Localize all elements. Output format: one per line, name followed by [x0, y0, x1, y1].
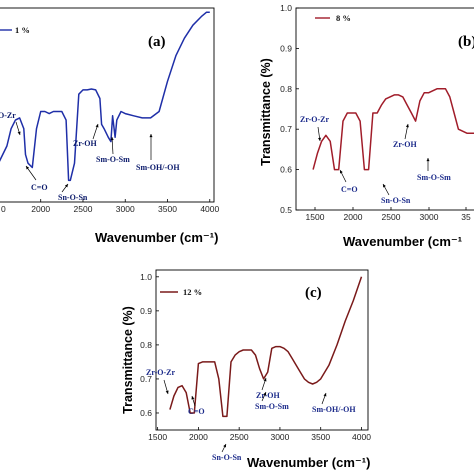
- y-tick-label: 1.0: [140, 272, 152, 282]
- annotation-arrowhead: [405, 124, 409, 128]
- peak-annotation: C=O: [341, 185, 358, 194]
- spectrum-line: [169, 276, 363, 418]
- x-tick-label: 2000: [31, 204, 50, 214]
- panel-letter: (b): [458, 34, 474, 50]
- legend-label: 8 %: [336, 13, 351, 23]
- x-tick-label: 3500: [311, 432, 330, 442]
- plot-frame: [155, 269, 369, 431]
- y-tick-label: 0.9: [280, 43, 292, 53]
- x-tick-label: 2500: [74, 204, 93, 214]
- peak-annotation: Sm-O-Sm: [96, 155, 130, 164]
- annotation-arrowhead: [383, 184, 386, 188]
- y-tick-label: 1.0: [280, 3, 292, 13]
- y-tick-label: 0.9: [140, 306, 152, 316]
- peak-annotation: C=O: [188, 407, 205, 416]
- annotation-arrowhead: [165, 390, 169, 394]
- panel-letter: (c): [305, 285, 322, 301]
- peak-annotation: Sn-O-Sn: [381, 196, 411, 205]
- legend: 8 %: [315, 13, 351, 23]
- annotation-arrowhead: [318, 137, 322, 141]
- peak-annotation: Zr-O-Zr: [300, 115, 329, 124]
- annotation-arrowhead: [17, 131, 21, 135]
- y-tick-label: 0.6: [280, 165, 292, 175]
- annotation-arrowhead: [110, 137, 114, 141]
- annotation-arrowhead: [95, 124, 99, 128]
- y-tick-label: 0.7: [280, 124, 292, 134]
- plot-frame: [295, 7, 474, 211]
- y-tick-label: 0.7: [140, 374, 152, 384]
- chart-panel-2: 1500 2000 2500 3000 35 0.5 0.6 0.7 0.8 0.9 1.0 Wave…: [259, 3, 474, 249]
- peak-annotation: Zr-O-Zr: [146, 368, 175, 377]
- peak-annotation: O-Zr: [0, 111, 16, 120]
- chart-panel-3: 1500 2000 2500 3000 3500 4000 0.6 0.7 0.8 0.9 1.0 W…: [121, 269, 371, 470]
- peak-annotation: Sn-O-Sn: [58, 193, 88, 202]
- y-axis-title: Transmittance (%): [121, 306, 135, 414]
- x-tick-label: 1500: [148, 432, 167, 442]
- y-tick-label: 0.8: [280, 84, 292, 94]
- legend: 1 %: [0, 25, 30, 35]
- y-tick-label: 0.5: [280, 205, 292, 215]
- legend-label: 1 %: [15, 25, 30, 35]
- chart-panel-1: 2000 2500 3000 3500 4000 0 Wavenumber (cm⁻¹) (a…: [0, 7, 219, 245]
- x-tick-label: 2500: [230, 432, 249, 442]
- annotation-arrowhead: [263, 378, 267, 382]
- annotation-arrowhead: [26, 166, 30, 170]
- annotation-arrowhead: [323, 393, 327, 397]
- x-tick-label: 3000: [420, 212, 439, 222]
- x-tick-label: 35: [461, 212, 471, 222]
- x-tick-label: 3000: [270, 432, 289, 442]
- x-axis-title: Wavenumber (cm⁻¹): [95, 230, 218, 245]
- peak-annotation: Sm-O-Sm: [255, 402, 289, 411]
- x-axis-title: Wavenumber (cm⁻¹: [343, 234, 462, 249]
- peak-annotation: Zr-OH: [393, 140, 417, 149]
- legend-label: 12 %: [183, 287, 202, 297]
- peak-annotation: Zr-OH: [73, 139, 97, 148]
- annotation-arrowhead: [340, 170, 343, 174]
- x-tick-label: 0: [1, 204, 6, 214]
- y-tick-label: 0.6: [140, 408, 152, 418]
- x-tick-label: 2000: [189, 432, 208, 442]
- y-axis-title: Transmittance (%): [259, 58, 273, 166]
- annotation-arrowhead: [426, 158, 430, 162]
- annotation-arrowhead: [149, 134, 153, 138]
- x-tick-label: 1500: [306, 212, 325, 222]
- legend: 12 %: [160, 287, 202, 297]
- x-tick-label: 2000: [344, 212, 363, 222]
- panel-letter: (a): [148, 34, 166, 50]
- peak-annotation: Zr-OH: [256, 391, 280, 400]
- annotation-arrowhead: [64, 184, 68, 188]
- x-tick-label: 3500: [158, 204, 177, 214]
- peak-annotation: Sm-OH/-OH: [136, 163, 180, 172]
- annotation-arrowhead: [191, 396, 195, 400]
- annotation-arrowhead: [263, 392, 267, 396]
- peak-annotation: C=O: [31, 183, 48, 192]
- peak-annotation: Sm-O-Sm: [417, 173, 451, 182]
- spectrum-line: [0, 11, 210, 182]
- annotation-arrowhead: [223, 444, 226, 448]
- x-axis-title: Wavenumber (cm⁻¹): [247, 455, 370, 470]
- x-tick-label: 2500: [382, 212, 401, 222]
- plot-frame: [0, 7, 215, 203]
- peak-annotation: Sn-O-Sn: [212, 453, 242, 462]
- spectrum-line: [312, 88, 474, 171]
- y-tick-label: 0.8: [140, 340, 152, 350]
- x-tick-label: 4000: [200, 204, 219, 214]
- x-tick-label: 3000: [116, 204, 135, 214]
- x-tick-label: 4000: [352, 432, 371, 442]
- peak-annotation: Sm-OH/-OH: [312, 405, 356, 414]
